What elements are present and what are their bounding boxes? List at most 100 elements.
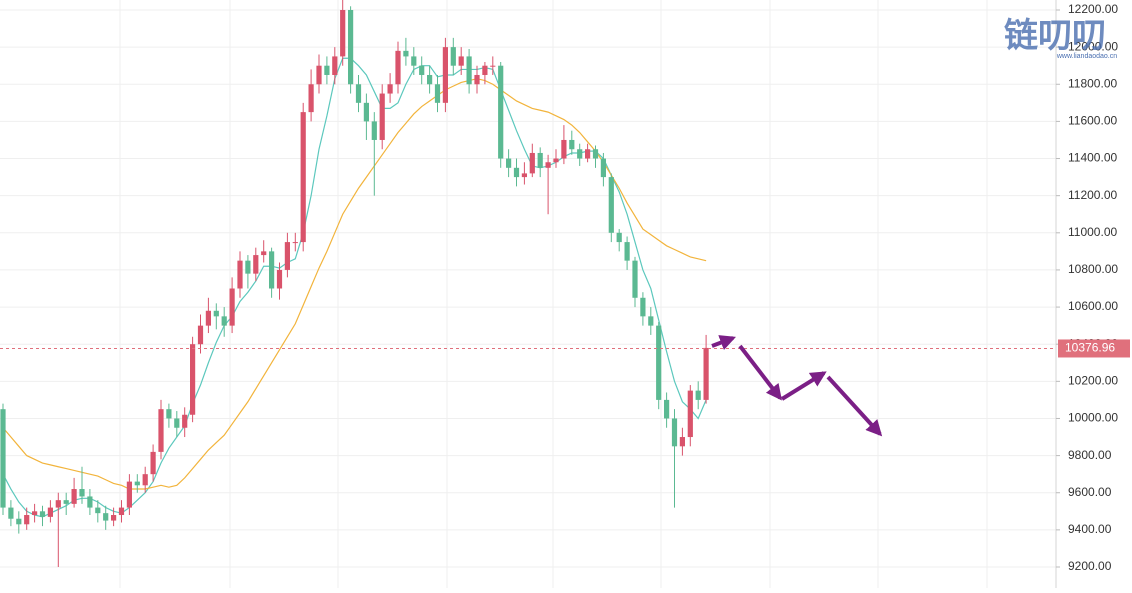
candle-body [55,500,61,508]
candle-body [427,74,433,85]
candle-body [529,152,535,174]
candle-body [221,316,227,326]
candle-body [292,242,298,244]
candle-body [600,158,606,178]
candle-body [63,500,69,504]
candle-body [521,173,527,178]
candle-body [624,242,630,261]
y-tick-label: 11000.00 [1068,225,1117,239]
candle-body [190,344,196,415]
candle-body [671,418,678,447]
candle-body [434,84,441,103]
candle-body [316,65,322,85]
ma-line [2,57,707,518]
y-tick-label: 11600.00 [1068,114,1117,128]
grid [0,0,1056,588]
candle-body [577,149,583,159]
candle-body [237,260,243,289]
y-tick-label: 10000.00 [1068,411,1118,425]
candle-body [379,93,385,140]
candle-body [371,121,377,140]
candle-body [506,158,512,168]
candle-body [276,269,283,289]
candle-body [474,74,480,85]
candle-body [616,232,622,243]
candle-body [8,507,14,519]
candle-body [340,10,346,57]
candle-body [134,481,140,486]
candle-body [111,515,117,521]
candle-body [498,65,504,159]
candle-body [687,390,693,438]
candle-body [253,255,259,274]
candle-body [466,56,472,85]
forecast-arrows [711,335,883,437]
candle-body [126,481,132,508]
candle-body [158,409,164,452]
candle-body [205,310,211,326]
y-tick-label: 9600.00 [1068,485,1112,499]
candle-body [419,65,425,75]
candle-body [442,47,448,103]
y-tick-label: 10600.00 [1068,299,1118,313]
y-axis: 9200.00 9400.00 9600.00 9800.00 10000.00 1020… [1056,2,1130,573]
candle-body [47,507,53,517]
plot [0,0,1056,567]
candle-body [695,390,701,400]
candle-body [103,513,109,521]
candle-body [679,437,685,447]
candle-body [197,325,204,345]
candle-body [482,65,488,75]
watermark-url: www.liandaodao.cn [1056,53,1117,60]
y-tick-label: 9200.00 [1068,559,1112,573]
candle-body [363,102,369,122]
candle-body [118,507,125,516]
candle-body [387,84,393,94]
candle-body [355,84,362,103]
candle-body [24,515,30,525]
candle-body [213,310,219,317]
candle-body [32,511,38,516]
last-price-label: 10376.96 [1065,341,1115,355]
y-tick-label: 11400.00 [1068,151,1117,165]
candle-body [71,489,77,504]
candle-body [403,50,409,57]
candle-body [0,409,6,508]
candle-body [490,65,496,67]
candle-body [245,260,251,274]
arrow [780,371,827,401]
y-tick-label: 12200.00 [1068,2,1118,16]
candle-body [269,251,275,289]
candle-body [174,418,180,428]
candle-body [300,112,306,243]
candle-body [640,297,646,317]
candle-body [585,149,591,159]
candle-body [79,489,85,497]
candle-body [332,56,338,75]
candle-body [284,242,290,270]
candle-body [16,518,22,525]
y-tick-label: 11200.00 [1068,188,1117,202]
candle-body [703,347,709,400]
last-price-box [1058,339,1130,358]
candle-body [656,325,662,400]
candle-body [166,409,172,419]
candle-body [261,251,267,256]
candle-body [632,260,638,298]
candle-body [545,162,551,168]
candle-body [348,10,354,85]
candle-body [513,167,520,178]
candle-body [537,152,543,168]
candle-body [229,288,235,326]
candle-body [150,451,156,475]
ma-line [2,78,707,490]
candle-body [411,56,417,66]
y-tick-label: 9400.00 [1068,522,1112,536]
arrow [826,375,883,437]
y-tick-label: 9800.00 [1068,448,1112,462]
candle-body [592,149,599,159]
candle-body [39,511,46,517]
candle-body [664,399,670,419]
candle-body [324,65,330,75]
